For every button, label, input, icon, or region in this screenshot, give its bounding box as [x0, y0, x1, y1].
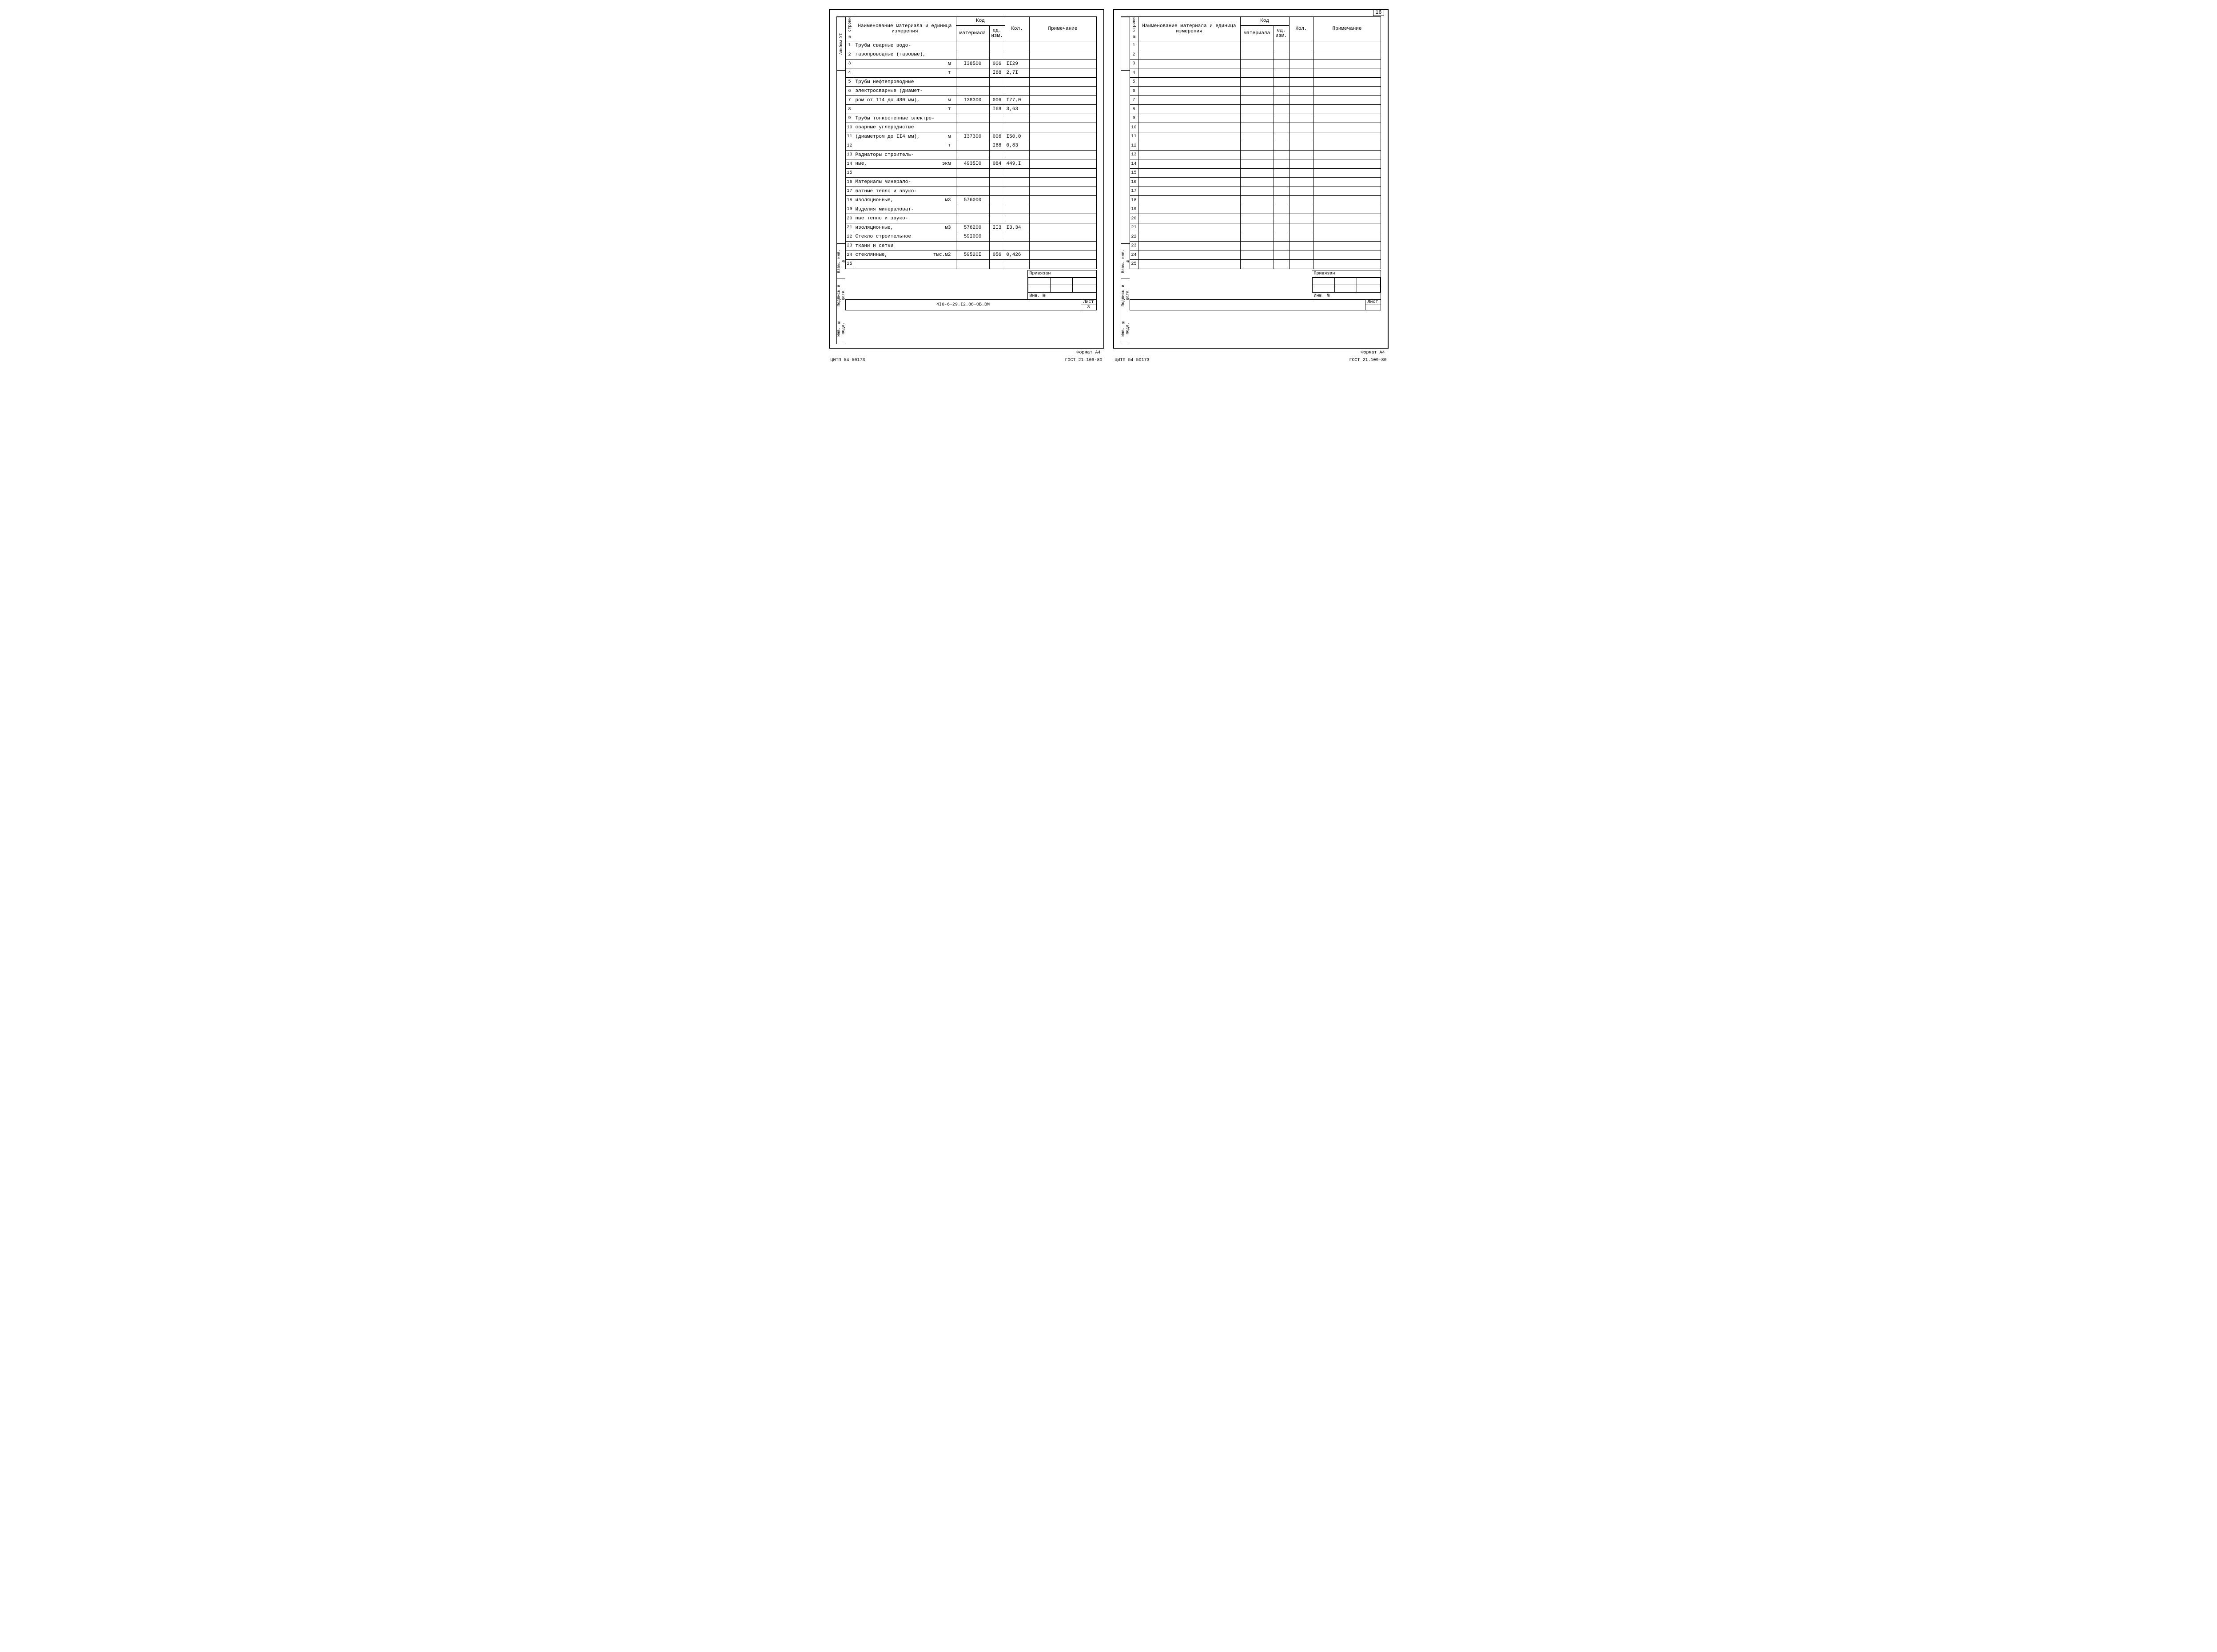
table-row: 9Трубы тонкостенные электро- [845, 114, 1096, 123]
header-kod: Код [956, 17, 1005, 26]
footer-left-code: ЦИТП 54 50173 [831, 358, 865, 363]
page-number: 16 [1373, 9, 1384, 16]
table-row: 2 [1130, 50, 1381, 60]
side-podpis-label-r: Подпись и дата [1121, 278, 1130, 313]
table-row: 3 [1130, 59, 1381, 68]
inv-no-label: Инв. № [1027, 292, 1096, 299]
materials-table-left: № строки Наименование материала и единиц… [845, 16, 1097, 263]
table-row: 24стеклянные,тыс.м259520I0560,426 [845, 250, 1096, 260]
materials-table-right: № строки Наименование материала и единиц… [1130, 16, 1381, 263]
header-n-stroki: № строки [848, 17, 852, 39]
list-value: 3 [1081, 305, 1096, 310]
table-row: 5 [1130, 77, 1381, 87]
left-page: Альбом УI Взам. инв. № Подпись и дата Ин… [829, 9, 1104, 363]
table-row: 24 [1130, 250, 1381, 260]
table-row: 4т I682,7I [845, 68, 1096, 78]
header-name: Наименование материала и единица измерен… [854, 17, 956, 41]
table-row: 8т I683,63 [845, 105, 1096, 114]
table-row: 13Радиаторы строитель- [845, 150, 1096, 159]
footer-right-gost: ГОСТ 21.109-80 [1349, 358, 1386, 363]
document-spread: Альбом УI Взам. инв. № Подпись и дата Ин… [9, 9, 2208, 363]
side-vzam-label: Взам. инв. № [837, 243, 845, 278]
table-row: 23 [1130, 241, 1381, 250]
doc-code: 4I6-6-29.I2.88-ОВ.ВМ [845, 299, 1081, 310]
side-inv-label-r: Инв. № подл. [1121, 313, 1130, 344]
table-row: 16 [1130, 178, 1381, 187]
table-row: 15 [1130, 168, 1381, 178]
table-row: 9 [1130, 114, 1381, 123]
side-vzam-label-r: Взам. инв. № [1121, 243, 1130, 278]
table-row: 10сварные углеродистые [845, 123, 1096, 132]
table-row: 8 [1130, 105, 1381, 114]
table-row: 19Изделия минераловат- [845, 205, 1096, 214]
table-row: 12т I680,83 [845, 141, 1096, 151]
table-row: 6 [1130, 87, 1381, 96]
side-column-left: Альбом УI Взам. инв. № Подпись и дата Ин… [836, 16, 845, 344]
table-row: 14 [1130, 159, 1381, 169]
side-podpis-label: Подпись и дата [837, 278, 845, 313]
table-row: 18изоляционные,м3576000 [845, 196, 1096, 205]
list-label: Лист [1081, 300, 1096, 305]
footer-left-gost: ГОСТ 21.109-80 [1065, 358, 1102, 363]
side-inv-label: Инв. № подл. [837, 313, 845, 344]
side-album-label: Альбом УI [837, 17, 845, 70]
table-row: 20ные тепло и звуко- [845, 214, 1096, 223]
table-row: 25 [1130, 259, 1381, 269]
privyazan-label: Привязан [1027, 270, 1096, 277]
table-row: 22Стекло строительное59I000 [845, 232, 1096, 242]
right-page: 16 Взам. инв. № Подпись и дата Инв. № по… [1113, 9, 1389, 363]
table-row: 3мI38500006II29 [845, 59, 1096, 68]
table-row: 1Трубы сварные водо- [845, 41, 1096, 50]
header-kol: Кол. [1005, 17, 1029, 41]
table-row: 4 [1130, 68, 1381, 78]
table-row: 7ром от II4 до 480 мм),мI38300006I77,0 [845, 95, 1096, 105]
table-row: 11 [1130, 132, 1381, 141]
side-column-right: Взам. инв. № Подпись и дата Инв. № подл. [1121, 16, 1130, 344]
table-row: 19 [1130, 205, 1381, 214]
header-material: материала [956, 25, 989, 41]
table-row: 21изоляционные,м3576200II3I3,34 [845, 223, 1096, 232]
table-row: 12 [1130, 141, 1381, 151]
footer-right-code: ЦИТП 54 50173 [1115, 358, 1150, 363]
table-row: 14ные,экм4935I0084449,I [845, 159, 1096, 169]
table-row: 11(диаметром до II4 мм),мI37300006I50,0 [845, 132, 1096, 141]
table-row: 17ватные тепло и звуко- [845, 187, 1096, 196]
table-row: 22 [1130, 232, 1381, 242]
table-row: 10 [1130, 123, 1381, 132]
table-row: 16Материалы минерало- [845, 178, 1096, 187]
title-block-right: Привязан Инв. № [1130, 270, 1381, 300]
table-row: 7 [1130, 95, 1381, 105]
header-ed-izm: ед. изм. [989, 25, 1005, 41]
title-block-left: Привязан Инв. № [845, 270, 1097, 300]
table-row: 15 [845, 168, 1096, 178]
table-row: 17 [1130, 187, 1381, 196]
table-row: 6электросварные (диамет- [845, 87, 1096, 96]
table-row: 23ткани и сетки [845, 241, 1096, 250]
header-prim: Примечание [1029, 17, 1096, 41]
table-row: 25 [845, 259, 1096, 269]
table-row: 18 [1130, 196, 1381, 205]
format-label-right: Формат А4 [1113, 350, 1389, 355]
table-row: 2газопроводные (газовые), [845, 50, 1096, 60]
table-row: 20 [1130, 214, 1381, 223]
table-row: 5Трубы нефтепроводные [845, 77, 1096, 87]
format-label-left: Формат А4 [829, 350, 1104, 355]
table-row: 21 [1130, 223, 1381, 232]
table-row: 1 [1130, 41, 1381, 50]
table-row: 13 [1130, 150, 1381, 159]
